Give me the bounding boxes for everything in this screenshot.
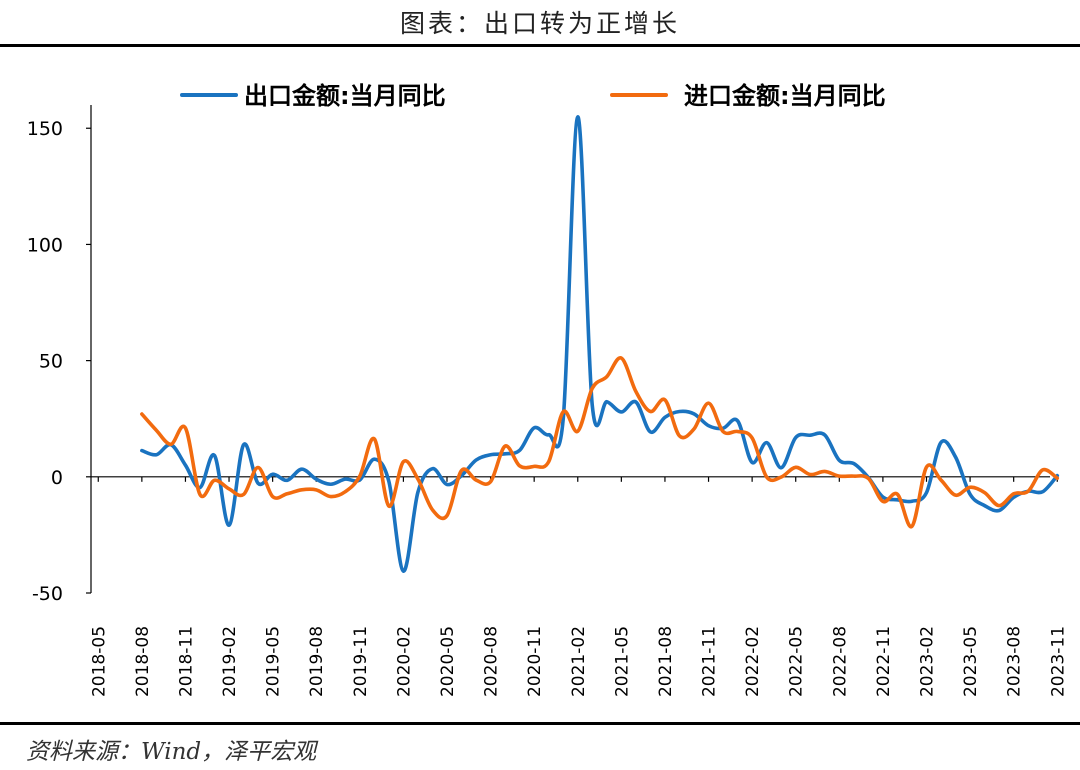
- x-tick-label: 2019-11: [351, 626, 371, 697]
- x-tick-label: 2021-05: [612, 626, 632, 697]
- figure-title: 图表：出口转为正增长: [399, 9, 680, 38]
- x-tick-label: 2018-11: [176, 626, 196, 697]
- x-tick-label: 2021-08: [656, 626, 676, 697]
- x-tick-label: 2023-11: [1048, 626, 1068, 697]
- x-axis: 2018-05 2018-08 2018-11 2019-02 2019-05 2019-…: [89, 476, 1068, 697]
- y-axis: -50 0 50 100 150: [27, 105, 92, 605]
- bottom-rule: [0, 722, 1080, 725]
- import-yoy-line: [140, 356, 1060, 529]
- x-tick-label: 2020-08: [482, 626, 502, 697]
- x-tick-label: 2023-05: [961, 626, 981, 697]
- x-tick-label: 2018-05: [89, 626, 109, 697]
- x-tick-label: 2019-05: [264, 626, 284, 697]
- x-tick-label: 2022-08: [830, 626, 850, 697]
- x-tick-label: 2021-02: [569, 626, 589, 697]
- y-tick-label: 150: [27, 118, 63, 140]
- x-tick-label: 2022-05: [787, 626, 807, 697]
- top-rule: [0, 44, 1080, 47]
- x-tick-label: 2022-11: [874, 626, 894, 697]
- series-lines: [140, 115, 1060, 573]
- source-note: 资料来源：Wind，泽平宏观: [26, 739, 317, 765]
- export-yoy-line: [140, 115, 1060, 573]
- x-tick-label: 2019-08: [307, 626, 327, 697]
- x-tick-label: 2018-08: [133, 626, 153, 697]
- x-tick-label: 2020-05: [438, 626, 458, 697]
- legend-label-import: 进口金额:当月同比: [684, 82, 886, 110]
- x-tick-label: 2021-11: [700, 626, 720, 697]
- y-tick-label: 100: [27, 234, 63, 256]
- y-tick-label: -50: [32, 583, 63, 605]
- y-tick-label: 50: [39, 351, 63, 373]
- x-tick-label: 2020-11: [525, 626, 545, 697]
- legend-label-export: 出口金额:当月同比: [244, 82, 446, 110]
- x-tick-label: 2023-08: [1005, 626, 1025, 697]
- chart-legend: 出口金额:当月同比 进口金额:当月同比: [180, 82, 886, 110]
- x-tick-label: 2020-02: [394, 626, 414, 697]
- x-tick-label: 2022-02: [743, 626, 763, 697]
- x-tick-label: 2023-02: [917, 626, 937, 697]
- x-tick-label: 2019-02: [220, 626, 240, 697]
- y-tick-label: 0: [51, 467, 63, 489]
